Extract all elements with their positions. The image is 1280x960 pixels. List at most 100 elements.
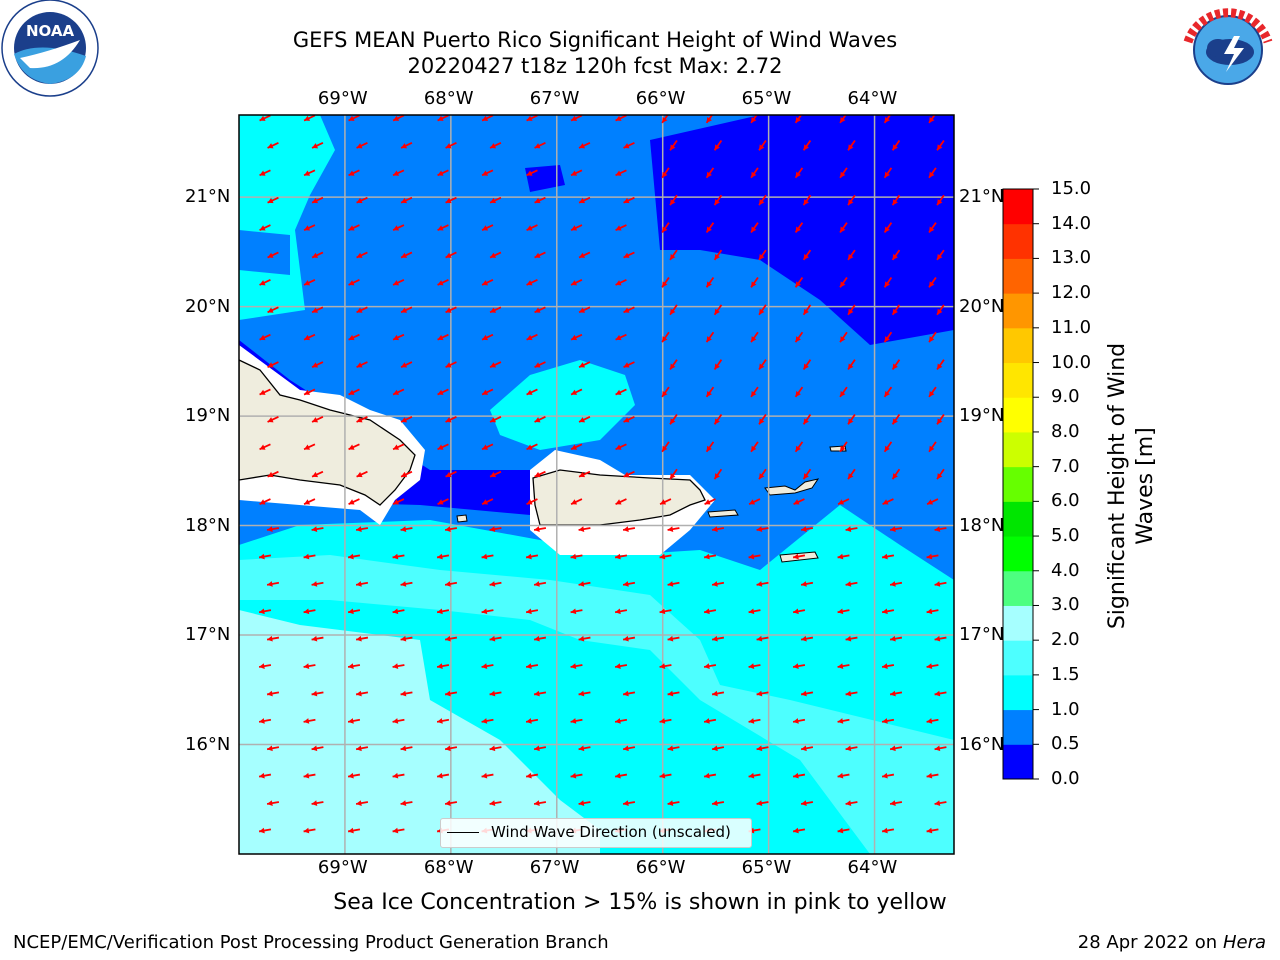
wave-direction-arrow [489,416,502,423]
wave-direction-arrow [348,498,360,505]
wave-direction-arrow [748,608,761,615]
wave-direction-arrow [704,498,716,505]
lat-tick-label-right: 18°N [959,514,1005,536]
wave-direction-arrow [303,224,316,231]
wave-direction-arrow [392,663,405,669]
wave-direction-arrow [392,333,405,341]
wave-direction-arrow [750,331,759,343]
wave-direction-arrow [669,304,678,316]
wave-direction-arrow [489,361,502,368]
wave-direction-arrow [669,194,678,206]
wave-direction-arrow [481,443,494,451]
wave-direction-arrow [713,304,723,316]
wave-direction-arrow [348,169,360,177]
wave-direction-arrow [266,635,280,642]
lon-tick-label-bottom: 64°W [847,857,898,878]
wave-direction-arrow [525,663,539,669]
wave-direction-arrow [889,581,903,587]
wave-direction-arrow [802,194,812,206]
wave-direction-arrow [445,416,457,423]
wave-direction-arrow [578,690,591,697]
wave-direction-arrow [883,167,893,179]
wave-direction-arrow [792,608,806,615]
wave-region-cyan-central [490,360,635,450]
wave-direction-arrow [800,526,814,532]
wave-direction-arrow [936,194,945,206]
wave-direction-arrow [750,386,759,398]
wave-direction-arrow [481,388,494,396]
wave-direction-arrow [622,635,636,642]
wave-direction-arrow [578,306,591,314]
wave-direction-arrow [667,581,680,587]
lat-tick-label-right: 19°N [959,405,1005,427]
wave-direction-arrow [792,663,806,669]
wave-direction-arrow [847,304,856,316]
wave-direction-arrow [839,222,848,234]
wave-direction-arrow [526,388,538,396]
wave-direction-arrow [303,169,316,177]
wave-direction-arrow [839,167,848,179]
wave-direction-arrow [891,413,901,425]
wave-direction-arrow [622,745,636,752]
wave-direction-arrow [489,470,502,478]
wave-direction-arrow [570,333,583,341]
colorbar-tick-label: 12.0 [1051,282,1092,304]
wave-direction-arrow [489,196,502,204]
wave-direction-arrow [437,115,449,122]
wave-direction-arrow [311,142,324,149]
wave-direction-arrow [705,167,715,179]
lon-tick-label-bottom: 67°W [529,857,580,878]
wave-direction-arrow [400,581,413,587]
map-gridlines [239,115,954,854]
wave-direction-arrow [881,827,895,834]
colorbar-tick-label: 2.0 [1051,629,1080,651]
lat-tick-label-right: 17°N [959,624,1005,646]
wave-direction-arrow [711,526,725,532]
wave-direction-arrow [926,718,939,724]
wave-direction-arrow [570,608,583,615]
wave-direction-arrow [489,635,502,642]
wave-direction-arrow [570,169,583,177]
wave-direction-arrow [792,718,806,724]
wave-direction-arrow [623,306,635,314]
wave-direction-arrow [881,553,895,560]
wave-direction-arrow [436,718,450,724]
wave-direction-arrow [259,388,271,396]
wave-direction-arrow [392,498,405,505]
wave-direction-arrow [756,800,769,806]
lat-tick-label-right: 16°N [959,733,1005,755]
wave-direction-arrow [837,663,850,669]
wave-direction-arrow [845,745,858,752]
wave-direction-arrow [891,304,901,316]
wave-direction-arrow [489,306,502,314]
wave-direction-arrows [258,115,947,834]
wave-direction-arrow [578,196,591,204]
wave-region-light-cyan [239,555,954,854]
colorbar-bin [1003,258,1033,294]
wave-direction-arrow [489,142,502,149]
wave-direction-arrow [750,441,759,453]
wave-direction-arrow [303,663,316,669]
wave-direction-arrow [794,441,804,453]
wave-direction-arrow [659,608,672,615]
wave-direction-arrow [839,331,848,343]
wave-direction-arrow [756,690,769,697]
colorbar-tick-label: 9.0 [1051,386,1080,408]
wave-direction-arrow [802,359,812,371]
wave-direction-arrow [800,745,814,752]
wave-direction-arrow [891,468,901,480]
wave-direction-arrow [534,251,546,259]
wave-direction-arrow [623,470,635,478]
wave-direction-arrow [347,718,361,724]
wave-direction-arrow [356,306,368,314]
lat-tick-label-left: 19°N [185,405,231,427]
wave-direction-arrow [847,359,856,371]
wave-direction-arrow [882,498,894,505]
wave-direction-arrow [534,416,546,423]
wave-direction-arrow [489,800,502,806]
wave-direction-arrow [661,441,670,453]
wave-direction-arrow [489,581,502,587]
wave-direction-arrow [267,196,279,204]
colorbar-bin [1003,189,1033,225]
